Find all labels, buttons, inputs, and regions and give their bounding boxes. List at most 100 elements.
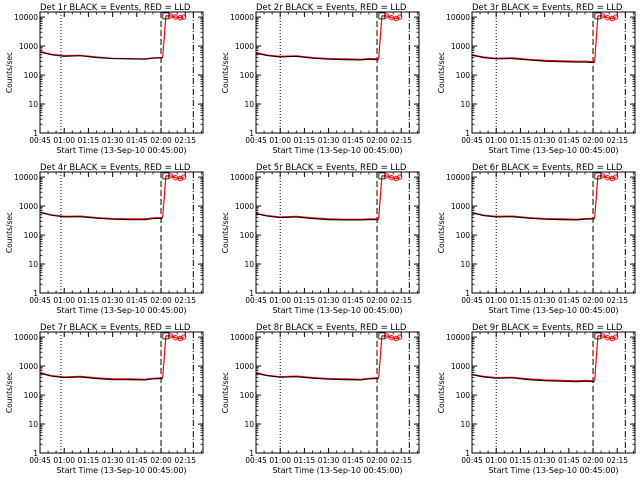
x-tick-label: 00:45 (461, 296, 483, 305)
plot-frame (471, 171, 636, 294)
lld-point (604, 335, 611, 341)
y-tick-label: 10 (28, 260, 38, 269)
x-tick-label: 02:00 (150, 296, 172, 305)
series-line-events (39, 212, 163, 221)
y-tick-label: 10000 (230, 333, 254, 342)
x-tick-label: 00:45 (461, 456, 483, 465)
y-tick-label: 100 (24, 391, 39, 400)
x-axis-label: Start Time (13-Sep-10 00:45:00) (488, 146, 618, 155)
y-tick-label: 1000 (19, 202, 38, 211)
plot-frame (39, 11, 204, 134)
x-tick-label: 01:45 (342, 456, 364, 465)
series-line-lld (255, 15, 400, 60)
lld-point (393, 15, 400, 22)
x-tick-label: 01:45 (342, 136, 364, 145)
x-tick-label: 01:30 (534, 296, 556, 305)
x-tick-label: 02:00 (582, 456, 604, 465)
x-tick-label: 01:45 (558, 296, 580, 305)
lld-point (172, 335, 179, 341)
lld-point (172, 14, 179, 20)
x-tick-label: 00:45 (29, 296, 51, 305)
series-line-events (255, 372, 379, 381)
events-point (594, 172, 602, 180)
series-line-lld (255, 175, 400, 220)
y-axis-label: Counts/sec (221, 52, 230, 93)
y-tick-label: 1 (465, 129, 470, 138)
series-line-lld (471, 335, 616, 382)
x-axis-label: Start Time (13-Sep-10 00:45:00) (56, 146, 186, 155)
y-axis-label: Counts/sec (221, 372, 230, 413)
chart-panel-4: Det 4r BLACK = Events, RED = LLD 1 10 100 10… (5, 163, 204, 315)
y-tick-label: 1 (33, 289, 38, 298)
chart-panel-3: Det 3r BLACK = Events, RED = LLD 1 10 100 10… (437, 3, 636, 155)
lld-point (177, 335, 184, 342)
events-point (378, 332, 386, 340)
y-tick-label: 10000 (446, 333, 470, 342)
x-tick-label: 01:15 (510, 136, 532, 145)
events-point (162, 332, 170, 340)
x-tick-label: 01:45 (126, 136, 148, 145)
events-point (378, 172, 386, 180)
chart-panel-1: Det 1r BLACK = Events, RED = LLD 1 10 100 10… (5, 3, 204, 155)
lld-point (604, 175, 611, 181)
y-tick-label: 10 (28, 100, 38, 109)
y-tick-label: 1000 (19, 362, 38, 371)
x-tick-label: 01:15 (510, 456, 532, 465)
events-point (162, 172, 170, 180)
lld-point (396, 174, 403, 180)
y-tick-label: 1 (249, 449, 254, 458)
x-tick-label: 01:45 (558, 456, 580, 465)
y-tick-label: 100 (240, 231, 255, 240)
lld-point (609, 175, 616, 182)
y-tick-label: 100 (456, 231, 471, 240)
x-tick-label: 01:00 (53, 456, 75, 465)
x-tick-label: 02:00 (150, 136, 172, 145)
y-tick-label: 10000 (446, 173, 470, 182)
x-axis-label: Start Time (13-Sep-10 00:45:00) (56, 306, 186, 315)
x-tick-label: 01:00 (53, 296, 75, 305)
y-tick-label: 1000 (19, 42, 38, 51)
y-tick-label: 1000 (451, 202, 470, 211)
x-tick-label: 01:30 (102, 456, 124, 465)
x-tick-label: 00:45 (29, 456, 51, 465)
y-tick-label: 10 (244, 260, 254, 269)
x-tick-label: 01:00 (485, 456, 507, 465)
events-point (594, 12, 602, 20)
y-tick-label: 1000 (235, 202, 254, 211)
series-line-lld (39, 15, 184, 60)
x-tick-label: 01:30 (318, 296, 340, 305)
y-tick-label: 1000 (235, 362, 254, 371)
x-tick-label: 01:30 (534, 136, 556, 145)
plot-frame (255, 331, 420, 454)
series-line-lld (39, 335, 184, 380)
x-tick-label: 01:15 (78, 136, 100, 145)
x-axis-label: Start Time (13-Sep-10 00:45:00) (56, 466, 186, 475)
events-point (594, 332, 602, 340)
x-tick-label: 01:30 (102, 296, 124, 305)
y-axis-label: Counts/sec (437, 372, 446, 413)
panel-title: Det 8r BLACK = Events, RED = LLD (256, 323, 407, 333)
x-axis-label: Start Time (13-Sep-10 00:45:00) (488, 466, 618, 475)
x-tick-label: 01:00 (485, 136, 507, 145)
plot-frame (39, 171, 204, 294)
y-tick-label: 10000 (14, 13, 38, 22)
lld-point (177, 15, 184, 21)
x-tick-label: 01:30 (318, 136, 340, 145)
x-tick-label: 01:45 (126, 296, 148, 305)
x-tick-label: 01:30 (102, 136, 124, 145)
x-axis-label: Start Time (13-Sep-10 00:45:00) (272, 146, 402, 155)
lld-point (172, 175, 179, 181)
x-tick-label: 02:15 (174, 296, 196, 305)
x-axis-label: Start Time (13-Sep-10 00:45:00) (272, 466, 402, 475)
x-tick-label: 02:00 (366, 456, 388, 465)
series-line-lld (471, 175, 616, 220)
y-tick-label: 100 (24, 71, 39, 80)
series-line-events (39, 372, 163, 381)
x-tick-label: 01:15 (294, 296, 316, 305)
events-point (162, 12, 170, 20)
series-line-events (255, 213, 379, 221)
lld-point (180, 334, 187, 340)
panel-title: Det 4r BLACK = Events, RED = LLD (40, 163, 191, 173)
y-tick-label: 100 (456, 391, 471, 400)
